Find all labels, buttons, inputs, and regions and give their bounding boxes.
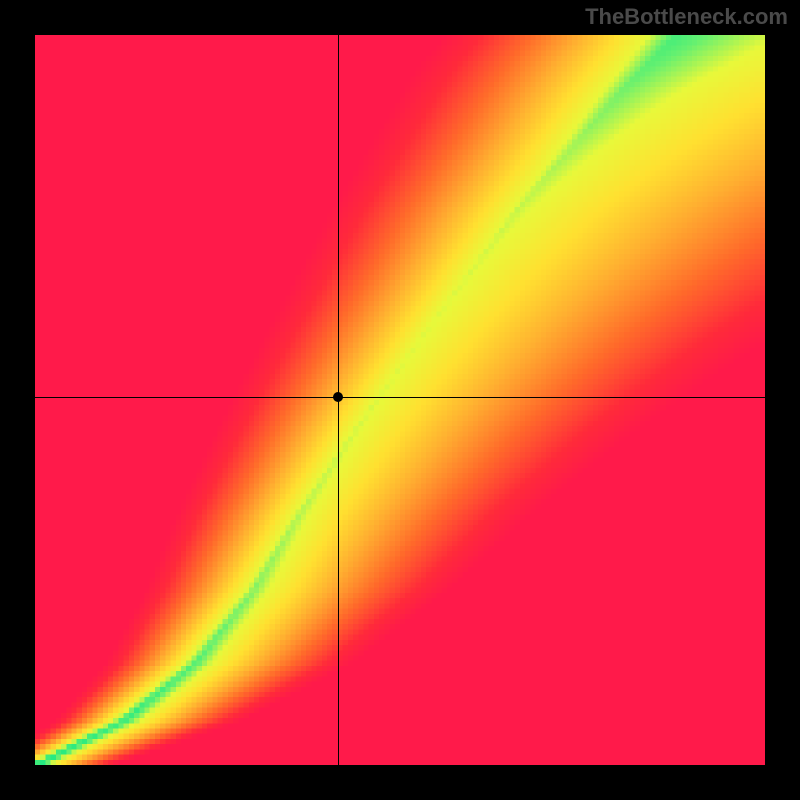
crosshair-horizontal <box>35 397 765 398</box>
chart-container: TheBottleneck.com <box>0 0 800 800</box>
watermark-text: TheBottleneck.com <box>585 4 788 30</box>
plot-area <box>35 35 765 765</box>
crosshair-marker <box>333 392 343 402</box>
heatmap-canvas <box>35 35 765 765</box>
